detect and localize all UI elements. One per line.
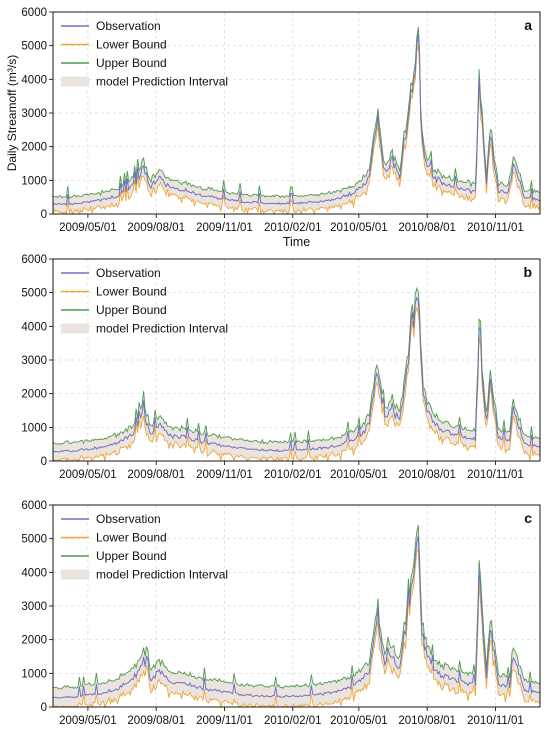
legend-label: Lower Bound xyxy=(96,285,167,299)
legend-swatch xyxy=(61,76,89,87)
y-tick-label: 4000 xyxy=(21,567,47,579)
y-tick-label: 5000 xyxy=(21,41,47,53)
x-tick-label: 2009/11/01 xyxy=(196,715,253,727)
legend-label: Observation xyxy=(96,512,161,526)
upper-bound-line xyxy=(52,26,541,199)
x-tick-label: 2009/08/01 xyxy=(127,715,185,727)
chart-panel-c: 0 1000 2000 3000 4000 5000 6000 2009/05/01 2009/… xyxy=(21,500,541,727)
legend-label: Upper Bound xyxy=(96,303,167,317)
y-tick-label: 3000 xyxy=(21,601,47,613)
x-tick-label: 2009/05/01 xyxy=(59,222,117,234)
y-tick-label: 5000 xyxy=(21,534,47,546)
chart-panel-a: 0 1000 2000 3000 4000 5000 6000 2009/05/01 2009/… xyxy=(5,7,541,249)
lower-bound-line xyxy=(53,548,541,709)
lower-bound-line xyxy=(52,306,541,463)
y-tick-label: 3000 xyxy=(21,108,47,120)
y-tick-label: 6000 xyxy=(21,7,47,19)
y-tick-label: 2000 xyxy=(21,635,47,647)
y-tick-label: 6000 xyxy=(21,500,47,512)
legend-label: Lower Bound xyxy=(96,38,167,52)
x-tick-label: 2010/08/01 xyxy=(398,222,456,234)
x-tick-label: 2010/05/01 xyxy=(330,469,388,481)
observation-line xyxy=(52,33,541,207)
y-tick-label: 4000 xyxy=(21,321,47,333)
x-tick-label: 2010/11/01 xyxy=(467,715,524,727)
y-tick-label: 0 xyxy=(41,702,47,714)
prediction-interval-band xyxy=(53,27,540,214)
x-tick-label: 2010/02/01 xyxy=(264,222,322,234)
legend-label: Upper Bound xyxy=(96,56,167,70)
legend-label: model Prediction Interval xyxy=(96,75,228,89)
x-tick-label: 2009/08/01 xyxy=(127,469,185,481)
x-tick-label: 2010/02/01 xyxy=(264,469,322,481)
y-tick-label: 6000 xyxy=(21,254,47,266)
chart-panel-b: 0 1000 2000 3000 4000 5000 6000 2009/05/01 2009/… xyxy=(21,254,541,481)
legend-label: Upper Bound xyxy=(96,549,167,563)
x-axis-title: Time xyxy=(283,235,310,249)
y-tick-label: 1000 xyxy=(21,175,47,187)
panel-label: c xyxy=(524,510,532,526)
legend-swatch xyxy=(61,323,89,334)
x-tick-label: 2010/05/01 xyxy=(330,715,388,727)
x-tick-label: 2010/11/01 xyxy=(467,222,524,234)
y-tick-label: 0 xyxy=(41,209,47,221)
y-tick-label: 5000 xyxy=(21,288,47,300)
x-tick-label: 2009/11/01 xyxy=(196,222,253,234)
x-tick-label: 2010/02/01 xyxy=(264,715,322,727)
legend-label: Lower Bound xyxy=(96,531,167,545)
legend-label: Observation xyxy=(96,266,161,280)
y-tick-label: 2000 xyxy=(21,389,47,401)
y-tick-label: 4000 xyxy=(21,74,47,86)
y-axis-title: Daily Streamoff (m³/s) xyxy=(5,55,19,171)
upper-bound-line xyxy=(52,524,541,690)
panel-label: b xyxy=(523,264,532,280)
x-tick-label: 2010/11/01 xyxy=(467,469,524,481)
observation-line xyxy=(52,535,541,699)
plot-frame xyxy=(52,504,541,708)
prediction-interval-band xyxy=(53,288,540,461)
plot-frame xyxy=(52,258,541,462)
y-tick-label: 1000 xyxy=(21,422,47,434)
upper-bound-line xyxy=(52,286,541,446)
legend-label: Observation xyxy=(96,19,161,33)
x-tick-label: 2010/08/01 xyxy=(398,469,456,481)
lower-bound-line xyxy=(52,45,541,216)
legend-label: model Prediction Interval xyxy=(96,568,228,582)
legend-label: model Prediction Interval xyxy=(96,322,228,336)
y-tick-label: 2000 xyxy=(21,142,47,154)
x-tick-label: 2010/05/01 xyxy=(330,222,388,234)
x-tick-label: 2009/08/01 xyxy=(127,222,185,234)
x-tick-label: 2009/11/01 xyxy=(196,469,253,481)
y-tick-label: 1000 xyxy=(21,668,47,680)
prediction-interval-band xyxy=(53,525,540,707)
plot-frame xyxy=(52,11,541,215)
x-tick-label: 2009/05/01 xyxy=(59,469,117,481)
x-tick-label: 2010/08/01 xyxy=(398,715,456,727)
y-tick-label: 0 xyxy=(41,456,47,468)
legend-swatch xyxy=(61,569,89,580)
panel-label: a xyxy=(524,17,532,33)
x-tick-label: 2009/05/01 xyxy=(59,715,117,727)
y-tick-label: 3000 xyxy=(21,355,47,367)
observation-line xyxy=(52,296,541,453)
